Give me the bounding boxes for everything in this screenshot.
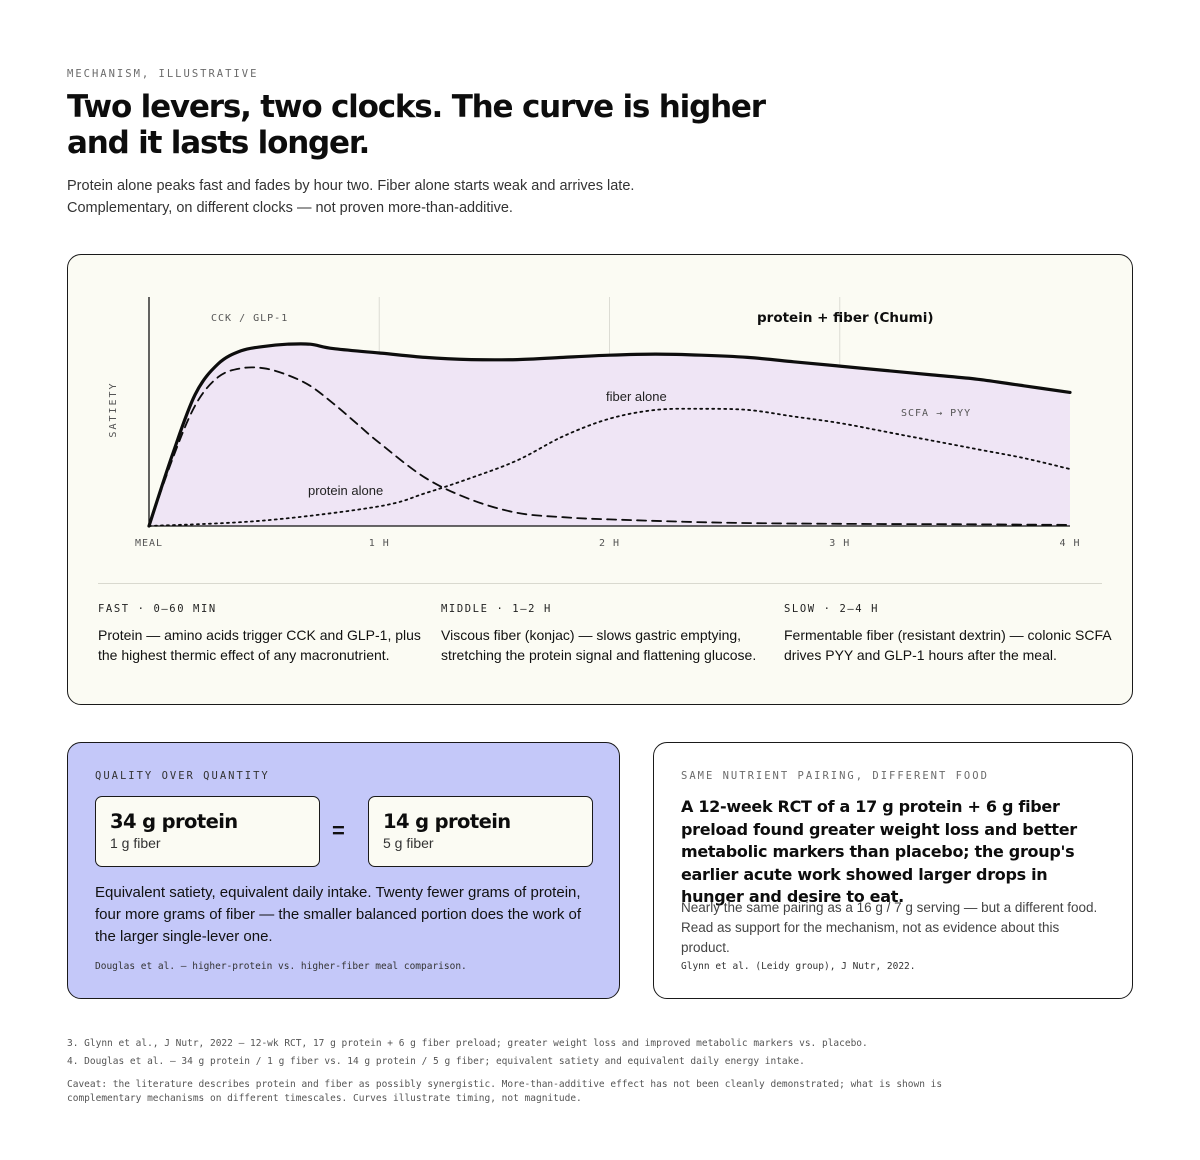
series-line-1 (148, 366, 1071, 527)
phase-middle-label: MIDDLE · 1–2 H (441, 603, 552, 615)
phase-fast: FAST · 0–60 MIN Protein — amino acids tr… (98, 603, 428, 665)
chart-divider (98, 583, 1102, 584)
quality-citation: Douglas et al. — higher-protein vs. high… (95, 961, 467, 972)
satiety-chart: MEAL 1 H 2 H 3 H 4 H SATIETY protein + fiber (… (108, 297, 1080, 549)
series-line-2 (148, 407, 1071, 527)
x-tick-label-2: 2 H (599, 538, 620, 549)
subtitle-line-1: Protein alone peaks fast and fades by ho… (67, 178, 635, 194)
subtitle-line-2: Complementary, on different clocks — not… (67, 200, 513, 216)
portion-balanced: 14 g protein 5 g fiber (368, 796, 593, 867)
annotation-scfa: SCFA → PYY (901, 408, 971, 419)
portion-high-protein: 34 g protein 1 g fiber (95, 796, 320, 867)
annotation-cck: CCK / GLP-1 (211, 313, 288, 324)
portion-balanced-main: 14 g protein (383, 810, 511, 833)
rct-card: SAME NUTRIENT PAIRING, DIFFERENT FOOD A … (653, 742, 1133, 999)
eyebrow: MECHANISM, ILLUSTRATIVE (67, 68, 259, 80)
series-label-2: fiber alone (606, 389, 667, 404)
phase-fast-text: Protein — amino acids trigger CCK and GL… (98, 627, 421, 663)
x-tick-label-0: MEAL (135, 538, 163, 549)
y-axis-label: SATIETY (108, 381, 119, 437)
rct-body: Nearly the same pairing as a 16 g / 7 g … (681, 900, 1098, 955)
phase-slow-label: SLOW · 2–4 H (784, 603, 880, 615)
phase-fast-label: FAST · 0–60 MIN (98, 603, 217, 615)
chart-card: MEAL 1 H 2 H 3 H 4 H SATIETY protein + fiber (… (67, 254, 1133, 705)
quality-card: QUALITY OVER QUANTITY 34 g protein 1 g f… (67, 742, 620, 999)
page-title: Two levers, two clocks. The curve is hig… (67, 89, 766, 161)
rct-headline: A 12-week RCT of a 17 g protein + 6 g fi… (681, 797, 1077, 906)
phase-slow: SLOW · 2–4 H Fermentable fiber (resistan… (784, 603, 1114, 665)
rct-eyebrow: SAME NUTRIENT PAIRING, DIFFERENT FOOD (681, 770, 989, 782)
quality-eyebrow: QUALITY OVER QUANTITY (95, 770, 270, 782)
subtitle: Protein alone peaks fast and fades by ho… (67, 175, 727, 219)
x-tick-label-1: 1 H (369, 538, 390, 549)
portion-high-protein-main: 34 g protein (110, 810, 238, 833)
phase-slow-text: Fermentable fiber (resistant dextrin) — … (784, 627, 1111, 663)
series-label-0: protein + fiber (Chumi) (757, 310, 934, 326)
caveat: Caveat: the literature describes protein… (67, 1079, 943, 1104)
phase-middle: MIDDLE · 1–2 H Viscous fiber (konjac) — … (441, 603, 771, 665)
combined-area-fill (149, 343, 1070, 526)
portion-balanced-sub: 5 g fiber (383, 835, 434, 851)
phase-middle-text: Viscous fiber (konjac) — slows gastric e… (441, 627, 757, 663)
quality-body: Equivalent satiety, equivalent daily int… (95, 884, 582, 945)
footnote-4: 4. Douglas et al. — 34 g protein / 1 g f… (67, 1056, 805, 1067)
equals-sign: = (332, 818, 345, 843)
rct-citation: Glynn et al. (Leidy group), J Nutr, 2022… (681, 961, 916, 972)
x-tick-label-4: 4 H (1059, 538, 1080, 549)
footnote-3: 3. Glynn et al., J Nutr, 2022 — 12-wk RC… (67, 1038, 868, 1049)
x-tick-label-3: 3 H (829, 538, 850, 549)
series-line-0 (147, 342, 1072, 528)
portion-high-protein-sub: 1 g fiber (110, 835, 161, 851)
series-label-1: protein alone (308, 483, 383, 498)
